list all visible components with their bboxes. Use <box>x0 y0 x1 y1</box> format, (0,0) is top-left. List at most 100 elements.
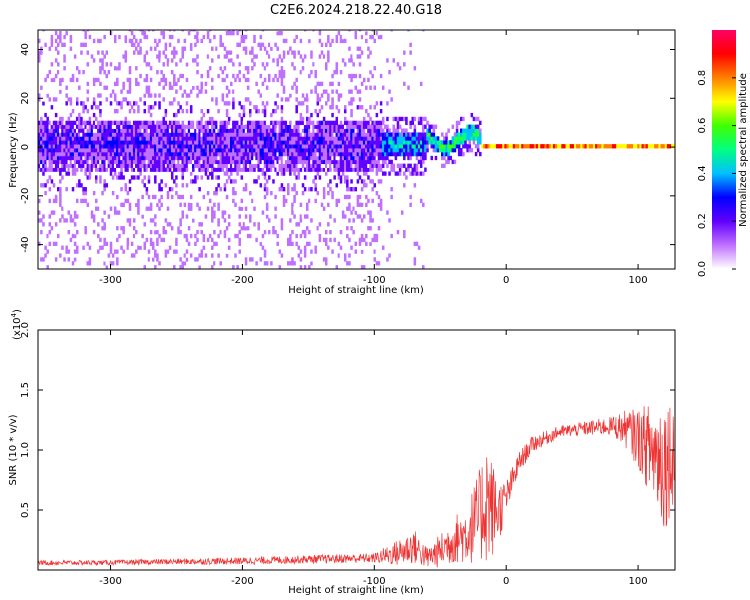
spectrogram-cell <box>116 140 119 145</box>
spectrogram-cell <box>278 159 282 165</box>
spectrogram-cell <box>200 85 203 90</box>
spectrogram-cell <box>305 109 309 114</box>
spectrogram-cell <box>164 120 168 126</box>
spectrogram-cell <box>116 62 119 67</box>
spectrogram-cell <box>360 233 364 239</box>
spectrogram-cell <box>179 159 182 165</box>
spectrogram-cell <box>84 128 87 133</box>
spectrogram-cell <box>99 120 102 126</box>
spectrogram-cell <box>101 62 104 67</box>
spectrogram-cell <box>312 62 315 67</box>
spectrogram-cell <box>103 226 106 231</box>
spectrogram-cell <box>213 136 216 141</box>
spectrogram-cell <box>147 144 151 149</box>
spectrogram-cell <box>185 257 189 262</box>
spectrogram-x-tick-label: -100 <box>363 275 386 286</box>
spectrogram-cell <box>215 124 218 129</box>
spectrogram-cell <box>276 93 279 98</box>
spectrogram-cell <box>48 202 52 207</box>
spectrogram-cell <box>154 155 157 161</box>
spectrogram-cell <box>476 140 480 145</box>
spectrogram-cell <box>362 214 366 219</box>
spectrogram-cell <box>46 128 49 133</box>
spectrogram-cell <box>61 144 64 149</box>
spectrogram-cell <box>179 144 182 149</box>
spectrogram-cell <box>200 229 203 235</box>
spectrogram-cell <box>280 132 284 137</box>
spectrogram-cell <box>246 233 250 239</box>
spectrogram-cell <box>227 175 231 180</box>
spectrogram-cell <box>80 30 83 36</box>
spectrogram-cell <box>341 58 345 63</box>
spectrogram-cell <box>246 151 250 157</box>
spectrogram-cell <box>274 144 277 149</box>
spectrogram-cell <box>289 120 292 126</box>
spectrogram-cell <box>261 128 265 133</box>
spectrogram-cell <box>268 218 271 223</box>
spectrogram-cell <box>367 62 370 67</box>
spectrogram-cell <box>424 132 427 137</box>
spectrogram-cell <box>348 194 351 200</box>
spectrogram-cell <box>88 171 92 176</box>
spectrogram-cell <box>548 144 552 149</box>
spectrogram-cell <box>177 148 180 153</box>
spectrogram-cell <box>316 140 320 145</box>
spectrogram-cell <box>379 155 383 161</box>
spectrogram-cell <box>331 73 334 79</box>
spectrogram-cell <box>151 253 155 258</box>
spectrogram-cell <box>270 261 273 266</box>
spectrogram-cell <box>84 190 87 196</box>
spectrogram-cell <box>295 89 298 94</box>
spectrogram-cell <box>185 194 189 200</box>
spectrogram-cell <box>158 206 161 211</box>
spectrogram-cell <box>335 62 339 67</box>
spectrogram-cell <box>73 148 77 153</box>
spectrogram-cell <box>160 187 163 192</box>
spectrogram-cell <box>303 175 307 180</box>
spectrogram-cell <box>251 151 254 157</box>
spectrogram-cell <box>305 116 309 122</box>
spectrogram-cell <box>116 136 119 141</box>
spectrogram-cell <box>170 120 174 126</box>
spectrogram-cell <box>175 167 178 172</box>
spectrogram-cell <box>189 206 193 211</box>
spectrogram-cell <box>192 163 195 168</box>
spectrogram-cell <box>40 163 43 168</box>
spectrogram-cell <box>111 175 115 180</box>
spectrogram-cell <box>329 167 332 172</box>
spectrogram-cell <box>204 159 208 165</box>
spectrogram-cell <box>44 163 47 168</box>
spectrogram-cell <box>143 120 147 126</box>
spectrogram-cell <box>303 128 307 133</box>
spectrogram-cell <box>137 136 140 141</box>
spectrogram-cell <box>97 140 100 145</box>
spectrogram-cell <box>227 30 231 32</box>
spectrogram-cell <box>339 155 343 161</box>
spectrogram-cell <box>42 202 45 207</box>
spectrogram-cell <box>215 136 218 141</box>
spectrogram-cell <box>71 163 75 168</box>
spectrogram-cell <box>194 241 197 246</box>
spectrogram-cell <box>181 132 184 137</box>
spectrogram-cell <box>200 253 203 258</box>
spectrogram-cell <box>333 120 336 126</box>
spectrogram-cell <box>293 54 296 59</box>
spectrogram-cell <box>44 151 47 157</box>
spectrogram-cell <box>217 128 220 133</box>
spectrogram-cell <box>118 148 121 153</box>
spectrogram-cell <box>211 237 214 243</box>
spectrogram-cell <box>244 245 248 250</box>
spectrogram-cell <box>40 183 43 188</box>
spectrogram-cell <box>206 163 210 168</box>
spectrogram-cell <box>293 151 296 157</box>
spectrogram-cell <box>221 214 225 219</box>
spectrogram-cell <box>149 132 153 137</box>
spectrogram-cell <box>232 73 235 79</box>
spectrogram-cell <box>202 237 206 243</box>
spectrogram-cell <box>40 116 43 122</box>
spectrogram-cell <box>403 136 406 141</box>
spectrogram-cell <box>303 167 307 172</box>
spectrogram-cell <box>59 69 62 75</box>
spectrogram-cell <box>417 159 421 165</box>
spectrogram-cell <box>160 155 163 161</box>
